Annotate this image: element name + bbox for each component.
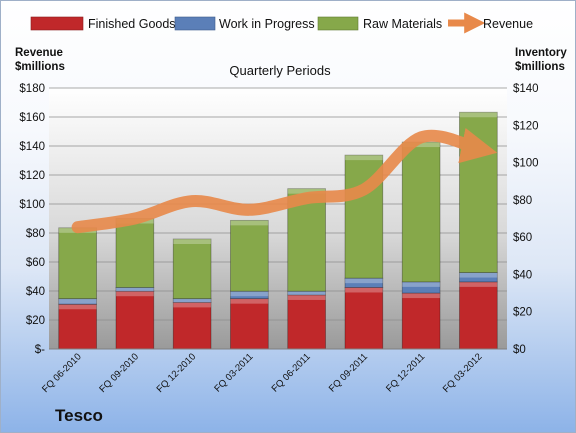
right-tick-label: $120 — [513, 120, 539, 132]
bar-segment-raw-materials — [58, 227, 97, 300]
right-tick-label: $140 — [513, 83, 539, 95]
right-tick-label: $80 — [513, 195, 532, 207]
x-tick-label: FQ 09-2011 — [327, 351, 370, 394]
bar-segment-raw-materials — [459, 111, 498, 273]
left-tick-label: $40 — [26, 286, 45, 298]
left-axis-title-line2: $millions — [15, 61, 65, 73]
bar-segment-finished-goods — [115, 290, 155, 350]
chart-title: Quarterly Periods — [229, 63, 331, 78]
left-tick-label: $120 — [19, 170, 45, 182]
bar-segment-finished-goods — [344, 287, 384, 350]
left-tick-label: $180 — [19, 83, 45, 95]
bar-segment-highlight — [459, 112, 498, 118]
legend-item-finished-goods[interactable]: Finished Goods — [30, 16, 176, 31]
bar-segment-highlight — [230, 220, 269, 226]
legend-item-work-in-progress[interactable]: Work in Progress — [174, 16, 315, 31]
x-tick-label: FQ 12-2010 — [155, 351, 199, 395]
x-tick-label: FQ 09-2010 — [97, 351, 141, 395]
revenue-series-line — [71, 127, 498, 234]
bar-segment-raw-materials — [230, 219, 269, 292]
x-tick-label: FQ 06-2011 — [270, 351, 313, 394]
right-axis-title-line2: $millions — [515, 61, 565, 73]
x-tick-label: FQ 03-2012 — [441, 351, 485, 395]
left-axis-ticks: $- $20 $40 $60 $80 $100 $120 $140 $160 $180 — [19, 83, 45, 356]
bar-segment-raw-materials — [172, 238, 212, 300]
left-tick-label: $- — [35, 344, 45, 356]
legend-label-work-in-progress: Work in Progress — [219, 17, 315, 31]
legend-label-finished-goods: Finished Goods — [88, 17, 176, 31]
bar-segment-highlight — [344, 155, 383, 161]
right-axis-title-line1: Inventory — [515, 47, 567, 59]
bars — [58, 111, 498, 350]
right-tick-label: $40 — [513, 269, 532, 281]
bar-segment-highlight — [230, 298, 269, 304]
bar-segment-highlight — [459, 281, 498, 287]
legend-label-raw-materials: Raw Materials — [363, 17, 442, 31]
right-tick-label: $20 — [513, 307, 532, 319]
left-axis-title-line1: Revenue — [15, 47, 63, 59]
bar-segment-highlight — [58, 298, 97, 304]
bar-segment-highlight — [402, 142, 441, 148]
left-tick-label: $160 — [19, 112, 45, 124]
left-tick-label: $20 — [26, 315, 45, 327]
bar-segment-raw-materials — [401, 141, 441, 283]
right-tick-label: $0 — [513, 344, 526, 356]
right-tick-label: $60 — [513, 232, 532, 244]
bar-segment-highlight — [230, 291, 269, 297]
bar-segment-finished-goods — [401, 292, 441, 350]
bar-segment-finished-goods — [58, 303, 97, 350]
bar-segment-finished-goods — [459, 281, 498, 350]
bar-segment-highlight — [402, 281, 441, 287]
bar-segment-highlight — [287, 188, 326, 194]
bar-segment-highlight — [402, 293, 441, 299]
x-axis-ticks: FQ 06-2010 FQ 09-2010 FQ 12-2010 FQ 03-2011… — [40, 351, 484, 395]
bar-segment-highlight — [344, 287, 383, 293]
bar-segment-highlight — [115, 287, 154, 292]
bar-segment-highlight — [173, 298, 212, 303]
legend: Finished Goods Work in Progress Raw Mate… — [30, 12, 533, 34]
bar-segment-highlight — [173, 302, 212, 308]
bar-segment-finished-goods — [287, 294, 326, 350]
bar-segment-work-in-progress — [459, 272, 498, 283]
bar-segment-highlight — [58, 304, 97, 310]
bar-segment-raw-materials — [115, 218, 155, 288]
bar-segment-highlight — [459, 272, 498, 278]
right-axis-ticks: $0 $20 $40 $60 $80 $100 $120 $140 — [513, 83, 539, 356]
legend-item-revenue[interactable]: Revenue — [448, 12, 533, 34]
x-tick-label: FQ 03-2011 — [212, 351, 255, 394]
legend-label-revenue: Revenue — [483, 17, 533, 31]
bar-segment-highlight — [287, 294, 326, 300]
revenue-line — [71, 127, 498, 234]
left-tick-label: $100 — [19, 199, 45, 211]
legend-item-raw-materials[interactable]: Raw Materials — [317, 16, 442, 31]
bar-segment-highlight — [344, 278, 383, 284]
right-tick-label: $100 — [513, 158, 539, 170]
company-name: Tesco — [55, 406, 103, 425]
x-tick-label: FQ 12-2011 — [384, 351, 427, 394]
left-tick-label: $60 — [26, 257, 45, 269]
bar-segment-finished-goods — [172, 301, 212, 350]
bar-segment-finished-goods — [230, 298, 269, 350]
bar-segment-highlight — [173, 239, 212, 245]
bar-segment-highlight — [115, 291, 154, 297]
x-tick-label: FQ 06-2010 — [40, 351, 84, 395]
left-tick-label: $140 — [19, 141, 45, 153]
bar-segment-highlight — [287, 291, 326, 295]
left-tick-label: $80 — [26, 228, 45, 240]
